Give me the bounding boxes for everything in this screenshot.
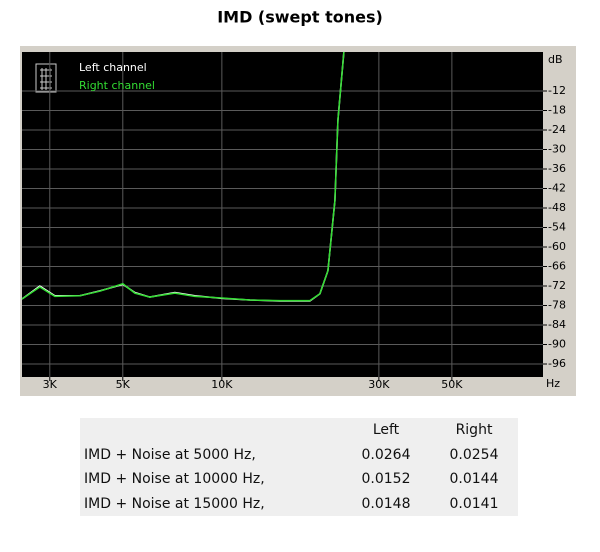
label-cell: IMD + Noise at 5000 Hz, <box>84 446 256 463</box>
legend-icon <box>35 63 57 93</box>
y-tick-label: -54 <box>548 221 566 234</box>
y-tick-label: -72 <box>548 279 566 292</box>
legend-label: Left channel <box>79 61 147 74</box>
x-axis-label: Hz <box>546 377 560 390</box>
y-tick-label: -24 <box>548 123 566 136</box>
y-tick-label: -66 <box>548 260 566 273</box>
table-header: Left Right <box>80 418 518 443</box>
y-axis-label: dB <box>548 53 563 66</box>
y-tick-label: -60 <box>548 240 566 253</box>
label-cell: IMD + Noise at 15000 Hz, <box>84 495 265 512</box>
value-cell: 0.0148 <box>361 495 411 512</box>
plot-area <box>22 52 543 377</box>
legend-label: Right channel <box>79 79 155 92</box>
y-tick-label: -90 <box>548 338 566 351</box>
x-tick-label: 30K <box>368 378 390 391</box>
results-table: Left Right IMD + Noise at 5000 Hz, 0.0264 0… <box>80 418 518 516</box>
value-cell: 0.0152 <box>361 471 411 488</box>
x-tick-label: 50K <box>441 378 463 391</box>
value-cell: 0.0141 <box>449 495 499 512</box>
x-tick-label: 5K <box>116 378 131 391</box>
y-tick-label: -48 <box>548 201 566 214</box>
y-tick-label: -84 <box>548 318 566 331</box>
series-line <box>21 51 345 302</box>
value-cell: 0.0144 <box>449 471 499 488</box>
value-cell: 0.0264 <box>361 446 411 463</box>
y-tick-label: -96 <box>548 357 566 370</box>
table-row: IMD + Noise at 5000 Hz, 0.0264 0.0254 <box>80 443 518 468</box>
chart: IMD (swept tones) dB Hz -12 -18 -24 -30 -36 -… <box>20 8 576 396</box>
table-row: IMD + Noise at 15000 Hz, 0.0148 0.0141 <box>80 492 518 517</box>
label-cell: IMD + Noise at 10000 Hz, <box>84 471 265 488</box>
y-tick-label: -12 <box>548 84 566 97</box>
header-cell: Left <box>372 422 400 439</box>
value-cell: 0.0254 <box>449 446 499 463</box>
header-cell: Right <box>455 422 493 439</box>
y-tick-label: -30 <box>548 143 566 156</box>
x-tick-label: 3K <box>43 378 58 391</box>
y-tick-label: -78 <box>548 299 566 312</box>
y-tick-label: -18 <box>548 104 566 117</box>
chart-title: IMD (swept tones) <box>217 8 383 27</box>
x-tick-label: 10K <box>211 378 233 391</box>
table-row: IMD + Noise at 10000 Hz, 0.0152 0.0144 <box>80 467 518 492</box>
y-tick-label: -42 <box>548 182 566 195</box>
y-tick-label: -36 <box>548 162 566 175</box>
